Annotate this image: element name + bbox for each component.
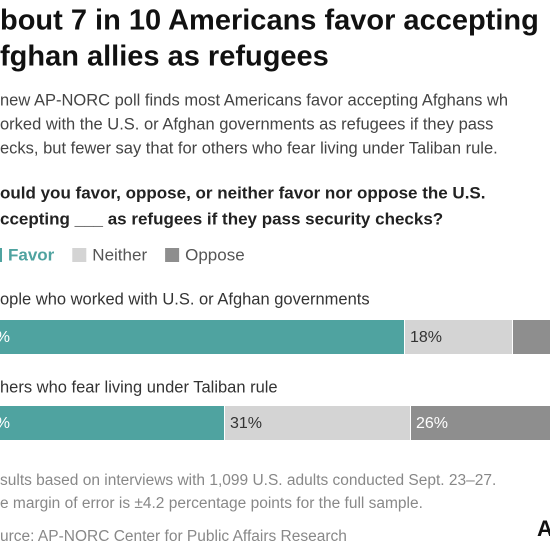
subtitle: orked with the U.S. or Afghan government… [0,115,493,133]
legend-swatch [0,248,2,262]
value-label: 42% [0,415,10,432]
legend-label: Neither [92,245,147,264]
subtitle: ecks, but fewer say that for others who … [0,139,498,157]
logo: AP [537,516,550,541]
bar-segment [0,320,405,354]
bar-segment [0,406,225,440]
source: urce: AP-NORC Center for Public Affairs … [0,528,347,545]
legend-label: Favor [8,245,55,264]
category-label: hers who fear living under Taliban rule [0,378,278,396]
footnote: sults based on interviews with 1,099 U.S… [0,472,496,489]
bar-segment [405,320,513,354]
bar-segment [513,320,550,354]
chart-title: fghan allies as refugees [0,41,329,73]
footnote: e margin of error is ±4.2 percentage poi… [0,495,423,512]
value-label: 31% [230,415,262,432]
category-label: ople who worked with U.S. or Afghan gove… [0,290,370,308]
legend-swatch [72,248,87,262]
question: ould you favor, oppose, or neither favor… [0,183,486,202]
legend-label: Oppose [185,245,245,264]
value-label: 18% [410,329,442,346]
value-label: 26% [416,415,448,432]
bar-segment [411,406,550,440]
value-label: 72% [0,329,10,346]
subtitle: new AP-NORC poll finds most Americans fa… [0,91,508,109]
bar-segment [225,406,411,440]
legend-swatch [165,248,180,262]
chart-title: bout 7 in 10 Americans favor accepting [0,5,539,37]
question: ccepting ___ as refugees if they pass se… [0,209,443,228]
